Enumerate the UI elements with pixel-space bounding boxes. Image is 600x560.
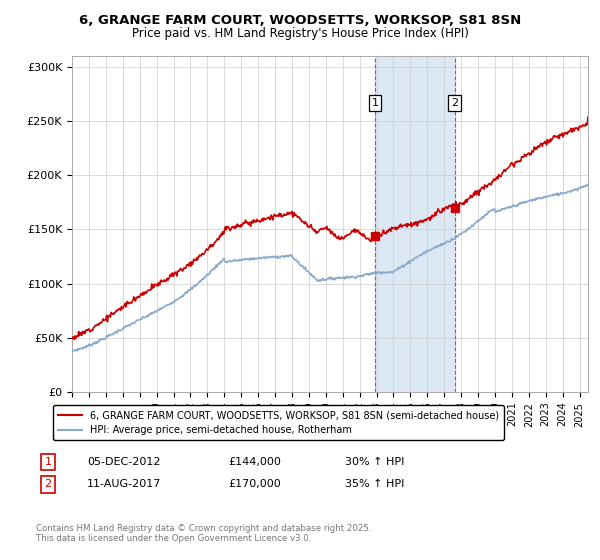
Text: 30% ↑ HPI: 30% ↑ HPI	[345, 457, 404, 467]
Text: 05-DEC-2012: 05-DEC-2012	[87, 457, 161, 467]
Text: £170,000: £170,000	[228, 479, 281, 489]
Text: 1: 1	[44, 457, 52, 467]
Bar	[375, 56, 455, 392]
Text: £144,000: £144,000	[228, 457, 281, 467]
Text: Contains HM Land Registry data © Crown copyright and database right 2025.
This d: Contains HM Land Registry data © Crown c…	[36, 524, 371, 543]
Legend: 6, GRANGE FARM COURT, WOODSETTS, WORKSOP, S81 8SN (semi-detached house), HPI: Av: 6, GRANGE FARM COURT, WOODSETTS, WORKSOP…	[53, 405, 504, 440]
Text: 2: 2	[451, 98, 458, 108]
Text: 35% ↑ HPI: 35% ↑ HPI	[345, 479, 404, 489]
Text: 11-AUG-2017: 11-AUG-2017	[87, 479, 161, 489]
Text: 6, GRANGE FARM COURT, WOODSETTS, WORKSOP, S81 8SN: 6, GRANGE FARM COURT, WOODSETTS, WORKSOP…	[79, 14, 521, 27]
Text: 2: 2	[44, 479, 52, 489]
Text: Price paid vs. HM Land Registry's House Price Index (HPI): Price paid vs. HM Land Registry's House …	[131, 27, 469, 40]
Text: 1: 1	[371, 98, 379, 108]
